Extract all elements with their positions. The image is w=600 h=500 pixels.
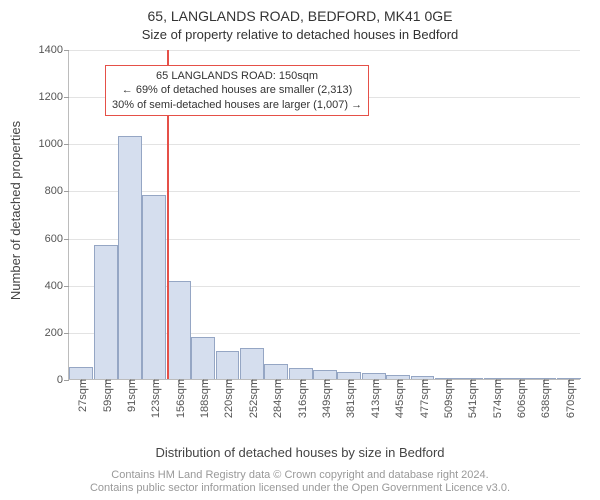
x-tick-label: 252sqm xyxy=(248,379,260,418)
bar xyxy=(216,351,240,379)
y-tick-label: 800 xyxy=(45,185,63,197)
chart-title: 65, LANGLANDS ROAD, BEDFORD, MK41 0GE xyxy=(0,8,600,24)
bar xyxy=(337,372,361,379)
y-tick-mark xyxy=(64,191,69,192)
x-tick-label: 188sqm xyxy=(199,379,211,418)
bar xyxy=(142,195,166,379)
x-tick-label: 27sqm xyxy=(77,379,89,412)
annotation-line-3: 30% of semi-detached houses are larger (… xyxy=(112,98,362,112)
bar xyxy=(313,370,337,379)
credits: Contains HM Land Registry data © Crown c… xyxy=(0,469,600,497)
x-tick-label: 91sqm xyxy=(126,379,138,412)
annotation-line-2: ← 69% of detached houses are smaller (2,… xyxy=(112,83,362,97)
x-tick-label: 574sqm xyxy=(492,379,504,418)
bar xyxy=(69,367,93,379)
gridline xyxy=(69,50,580,51)
y-tick-label: 200 xyxy=(45,327,63,339)
x-tick-label: 123sqm xyxy=(150,379,162,418)
y-tick-label: 400 xyxy=(45,280,63,292)
x-tick-label: 606sqm xyxy=(516,379,528,418)
bar xyxy=(240,348,264,379)
x-tick-label: 413sqm xyxy=(370,379,382,418)
bar xyxy=(118,136,142,379)
y-tick-label: 1200 xyxy=(39,91,63,103)
bar xyxy=(191,337,215,379)
x-tick-label: 638sqm xyxy=(540,379,552,418)
bar xyxy=(264,364,288,379)
x-tick-label: 316sqm xyxy=(297,379,309,418)
x-tick-label: 220sqm xyxy=(223,379,235,418)
y-axis-label-wrap: Number of detached properties xyxy=(8,0,24,420)
y-tick-mark xyxy=(64,50,69,51)
x-axis-label: Distribution of detached houses by size … xyxy=(0,445,600,460)
annotation-box: 65 LANGLANDS ROAD: 150sqm← 69% of detach… xyxy=(105,65,369,116)
x-tick-label: 541sqm xyxy=(467,379,479,418)
y-tick-mark xyxy=(64,97,69,98)
y-tick-mark xyxy=(64,380,69,381)
y-tick-mark xyxy=(64,239,69,240)
y-tick-label: 1400 xyxy=(39,44,63,56)
y-axis-label: Number of detached properties xyxy=(9,120,24,299)
x-tick-label: 284sqm xyxy=(272,379,284,418)
gridline xyxy=(69,144,580,145)
bar xyxy=(94,245,118,379)
bar xyxy=(167,281,191,379)
y-tick-label: 0 xyxy=(57,374,63,386)
chart-subtitle: Size of property relative to detached ho… xyxy=(0,27,600,42)
y-tick-mark xyxy=(64,286,69,287)
plot-area: 020040060080010001200140027sqm59sqm91sqm… xyxy=(68,50,580,380)
x-tick-label: 477sqm xyxy=(419,379,431,418)
gridline xyxy=(69,191,580,192)
credits-line-2: Contains public sector information licen… xyxy=(90,482,510,494)
y-tick-label: 1000 xyxy=(39,138,63,150)
credits-line-1: Contains HM Land Registry data © Crown c… xyxy=(111,469,488,481)
chart-container: { "title": "65, LANGLANDS ROAD, BEDFORD,… xyxy=(0,0,600,500)
y-tick-label: 600 xyxy=(45,233,63,245)
y-tick-mark xyxy=(64,144,69,145)
x-tick-label: 381sqm xyxy=(345,379,357,418)
x-tick-label: 349sqm xyxy=(321,379,333,418)
x-tick-label: 509sqm xyxy=(443,379,455,418)
annotation-line-1: 65 LANGLANDS ROAD: 150sqm xyxy=(112,69,362,83)
bar xyxy=(289,368,313,379)
x-tick-label: 59sqm xyxy=(102,379,114,412)
x-tick-label: 670sqm xyxy=(565,379,577,418)
x-tick-label: 445sqm xyxy=(394,379,406,418)
y-tick-mark xyxy=(64,333,69,334)
x-tick-label: 156sqm xyxy=(175,379,187,418)
